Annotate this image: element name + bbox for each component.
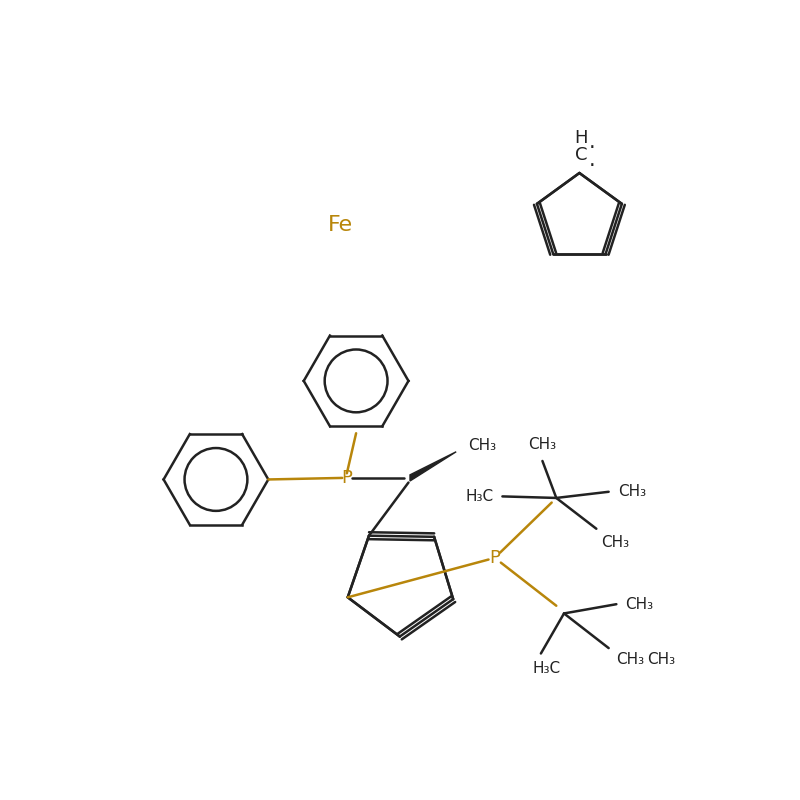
Text: H₃C: H₃C	[465, 489, 493, 504]
Text: CH₃: CH₃	[469, 438, 497, 453]
Text: CH₃: CH₃	[626, 597, 654, 612]
Text: CH₃: CH₃	[601, 535, 629, 550]
Text: CH₃: CH₃	[647, 652, 675, 667]
Text: H₃C: H₃C	[533, 661, 561, 676]
Text: C: C	[574, 146, 587, 163]
Polygon shape	[410, 452, 456, 481]
Text: CH₃: CH₃	[618, 484, 646, 499]
Text: .: .	[589, 132, 595, 152]
Text: Fe: Fe	[328, 215, 354, 235]
Text: CH₃: CH₃	[616, 652, 645, 667]
Text: H: H	[574, 129, 588, 146]
Text: .: .	[589, 150, 595, 170]
Text: CH₃: CH₃	[528, 437, 557, 452]
Text: P: P	[490, 549, 500, 567]
Text: P: P	[342, 469, 352, 487]
